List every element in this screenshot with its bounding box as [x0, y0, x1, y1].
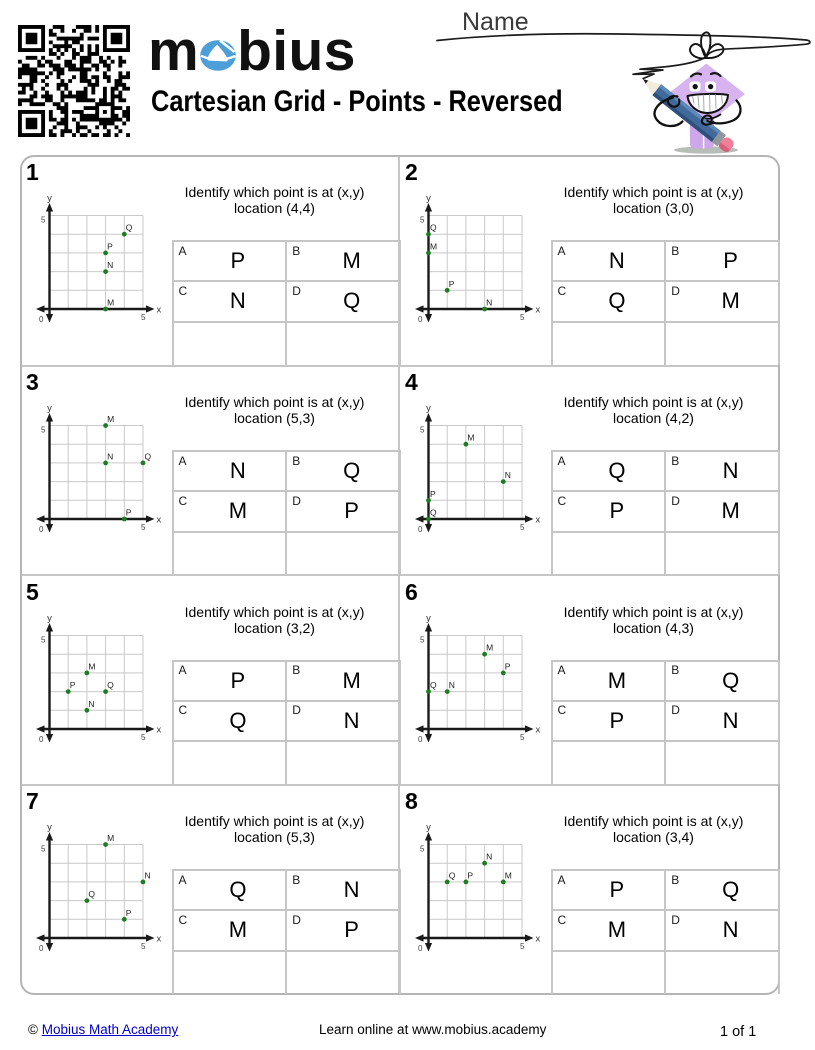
- svg-text:5: 5: [520, 523, 525, 532]
- svg-text:0: 0: [39, 944, 44, 953]
- svg-text:M: M: [88, 661, 95, 671]
- svg-text:P: P: [126, 908, 132, 918]
- svg-text:N: N: [486, 298, 492, 308]
- svg-text:Q: Q: [107, 680, 114, 690]
- svg-text:P: P: [107, 241, 113, 251]
- svg-text:5: 5: [420, 216, 425, 225]
- svg-text:y: y: [426, 822, 431, 833]
- svg-text:0: 0: [418, 525, 423, 534]
- svg-text:P: P: [70, 680, 76, 690]
- svg-text:M: M: [430, 241, 437, 251]
- svg-text:0: 0: [418, 315, 423, 324]
- svg-text:M: M: [107, 833, 114, 843]
- svg-text:P: P: [505, 661, 511, 671]
- svg-text:5: 5: [141, 733, 146, 742]
- svg-text:P: P: [430, 489, 436, 499]
- svg-text:N: N: [145, 870, 151, 880]
- svg-text:5: 5: [520, 733, 525, 742]
- svg-text:x: x: [536, 724, 541, 735]
- svg-text:5: 5: [141, 313, 146, 322]
- svg-text:P: P: [449, 279, 455, 289]
- svg-text:5: 5: [141, 942, 146, 951]
- svg-text:x: x: [536, 305, 541, 316]
- svg-text:0: 0: [39, 525, 44, 534]
- svg-text:y: y: [47, 613, 52, 624]
- svg-text:x: x: [157, 934, 162, 945]
- svg-text:x: x: [157, 515, 162, 526]
- svg-text:5: 5: [420, 426, 425, 435]
- svg-text:N: N: [107, 451, 113, 461]
- svg-text:5: 5: [520, 313, 525, 322]
- svg-text:Q: Q: [430, 680, 437, 690]
- svg-text:Q: Q: [430, 508, 437, 518]
- svg-text:x: x: [536, 515, 541, 526]
- svg-text:0: 0: [418, 735, 423, 744]
- svg-text:5: 5: [41, 845, 46, 854]
- svg-text:N: N: [486, 852, 492, 862]
- svg-text:0: 0: [418, 944, 423, 953]
- svg-text:Q: Q: [430, 223, 437, 233]
- svg-text:y: y: [47, 193, 52, 204]
- svg-text:5: 5: [141, 523, 146, 532]
- svg-text:y: y: [426, 403, 431, 414]
- svg-text:N: N: [449, 680, 455, 690]
- svg-text:5: 5: [41, 426, 46, 435]
- svg-text:P: P: [467, 870, 473, 880]
- svg-text:5: 5: [41, 216, 46, 225]
- svg-text:M: M: [486, 642, 493, 652]
- svg-text:P: P: [126, 508, 132, 518]
- svg-text:M: M: [467, 433, 474, 443]
- svg-text:N: N: [107, 260, 113, 270]
- svg-text:x: x: [157, 724, 162, 735]
- svg-text:0: 0: [39, 735, 44, 744]
- svg-text:N: N: [88, 698, 94, 708]
- svg-text:M: M: [107, 298, 114, 308]
- svg-text:y: y: [426, 613, 431, 624]
- svg-text:Q: Q: [145, 451, 152, 461]
- svg-text:y: y: [426, 193, 431, 204]
- svg-text:y: y: [47, 403, 52, 414]
- svg-text:M: M: [107, 414, 114, 424]
- svg-text:5: 5: [520, 942, 525, 951]
- svg-text:y: y: [47, 822, 52, 833]
- svg-text:5: 5: [41, 635, 46, 644]
- svg-text:Q: Q: [88, 889, 95, 899]
- svg-text:Q: Q: [126, 223, 133, 233]
- svg-text:Q: Q: [449, 870, 456, 880]
- svg-text:0: 0: [39, 315, 44, 324]
- svg-text:x: x: [536, 934, 541, 945]
- svg-text:5: 5: [420, 635, 425, 644]
- svg-text:x: x: [157, 305, 162, 316]
- svg-text:5: 5: [420, 845, 425, 854]
- svg-text:N: N: [505, 470, 511, 480]
- svg-text:M: M: [505, 870, 512, 880]
